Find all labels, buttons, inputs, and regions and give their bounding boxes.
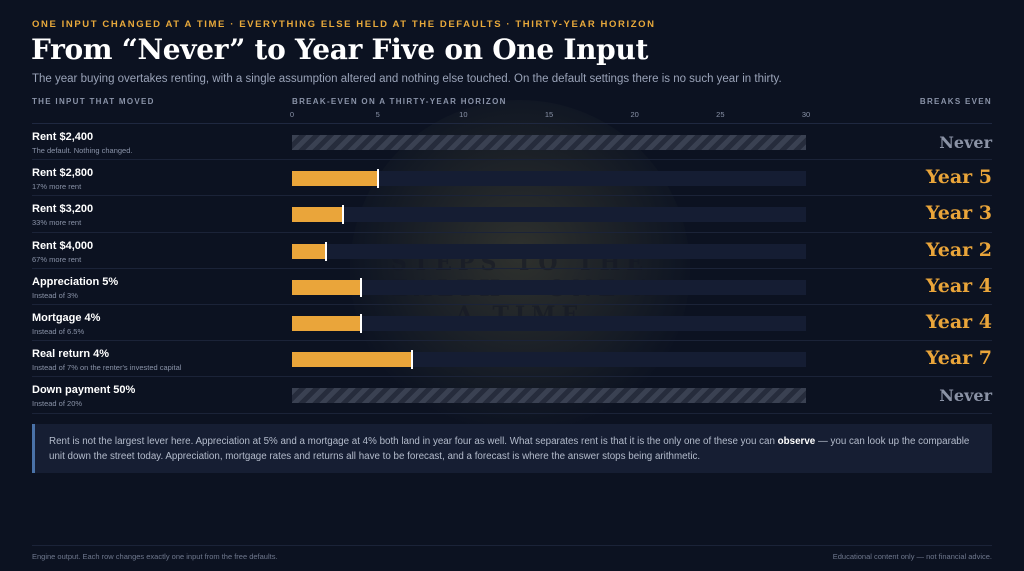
break-even-marker	[359, 277, 362, 297]
outcome-label: Year 5	[925, 166, 992, 189]
note-emphasis: observe	[777, 436, 816, 447]
chart-row: Rent $4,000 67% more rent Year 2	[32, 233, 992, 269]
chart-row: Real return 4% Instead of 7% on the rente…	[32, 341, 992, 378]
row-label: Real return 4%	[32, 348, 110, 361]
x-tick-label: 0	[289, 110, 295, 119]
break-even-marker	[376, 169, 379, 189]
bar-track	[292, 277, 806, 297]
outcome-label: Never	[939, 386, 992, 406]
break-even-marker	[359, 313, 362, 333]
never-track	[292, 135, 806, 150]
bar-track	[292, 169, 806, 189]
row-sublabel: 67% more rent	[32, 254, 82, 264]
never-track	[292, 388, 806, 404]
row-sublabel: Instead of 20%	[32, 399, 83, 409]
x-tick-label: 10	[459, 110, 468, 119]
bar-track	[292, 205, 806, 225]
column-header-axis: BREAK-EVEN ON A THIRTY-YEAR HORIZON	[292, 97, 507, 106]
break-even-marker	[342, 205, 345, 225]
row-label: Down payment 50%	[32, 384, 136, 397]
row-sublabel: Instead of 6.5%	[32, 326, 85, 336]
x-tick-label: 25	[716, 110, 725, 119]
outcome-label: Year 4	[925, 310, 992, 333]
footer-divider	[32, 545, 992, 546]
row-label: Mortgage 4%	[32, 311, 101, 324]
chart-rows: Rent $2,400 The default. Nothing changed.…	[32, 124, 992, 414]
bar	[292, 279, 361, 295]
bar	[292, 352, 412, 368]
row-label: Rent $4,000	[32, 239, 94, 252]
row-label: Rent $2,800	[32, 167, 94, 180]
note-text-before: Rent is not the largest lever here. Appr…	[49, 436, 778, 447]
chart-row: Mortgage 4% Instead of 6.5% Year 4	[32, 305, 992, 342]
footer-source: Engine output. Each row changes exactly …	[32, 552, 278, 561]
x-tick-label: 30	[801, 110, 811, 119]
row-label: Rent $3,200	[32, 203, 94, 216]
bar	[292, 171, 378, 187]
row-label: Appreciation 5%	[32, 275, 119, 288]
eyebrow: ONE INPUT CHANGED AT A TIME · EVERYTHING…	[32, 19, 656, 30]
column-header-input: THE INPUT THAT MOVED	[32, 97, 155, 106]
bar-track	[292, 241, 806, 261]
chart-row: Rent $3,200 33% more rent Year 3	[32, 196, 992, 233]
outcome-label: Year 2	[925, 238, 992, 261]
row-sublabel: The default. Nothing changed.	[32, 146, 133, 155]
chart-row: Rent $2,800 17% more rent Year 5	[32, 160, 992, 197]
bar-track	[292, 313, 806, 333]
outcome-label: Never	[939, 133, 992, 152]
chart-row: Appreciation 5% Instead of 3% Year 4	[32, 269, 992, 305]
x-tick-label: 5	[375, 110, 380, 119]
x-axis-ticks: 0 5 10 15 20 25 30	[289, 110, 810, 120]
outcome-label: Year 7	[925, 347, 992, 370]
bar-track	[292, 350, 806, 370]
footer-disclaimer: Educational content only — not financial…	[832, 552, 992, 561]
x-tick-label: 15	[544, 110, 554, 119]
chart-row: Rent $2,400 The default. Nothing changed.…	[32, 124, 992, 161]
x-tick-label: 20	[630, 110, 639, 119]
break-even-marker	[410, 350, 413, 370]
outcome-label: Year 4	[925, 274, 992, 297]
header-divider	[32, 123, 992, 124]
bar	[292, 243, 327, 259]
row-sublabel: Instead of 7% on the renter's invested c…	[32, 363, 182, 373]
bar	[292, 207, 344, 223]
chart-row: Down payment 50% Instead of 20% Never	[32, 377, 992, 414]
row-sublabel: 33% more rent	[32, 218, 82, 228]
column-header-outcome: BREAKS EVEN	[919, 97, 992, 106]
bar	[292, 315, 361, 331]
row-sublabel: Instead of 3%	[32, 290, 78, 300]
break-even-marker	[325, 241, 328, 261]
page-subtitle: The year buying overtakes renting, with …	[32, 73, 782, 85]
row-label: Rent $2,400	[32, 131, 94, 143]
page-title: From “Never” to Year Five on One Input	[31, 33, 649, 66]
row-sublabel: 17% more rent	[32, 182, 82, 192]
note-text-after: — you can look up the comparable unit do…	[49, 436, 970, 462]
outcome-label: Year 3	[925, 202, 992, 225]
commentary-note: Rent is not the largest lever here. Appr…	[32, 424, 992, 473]
